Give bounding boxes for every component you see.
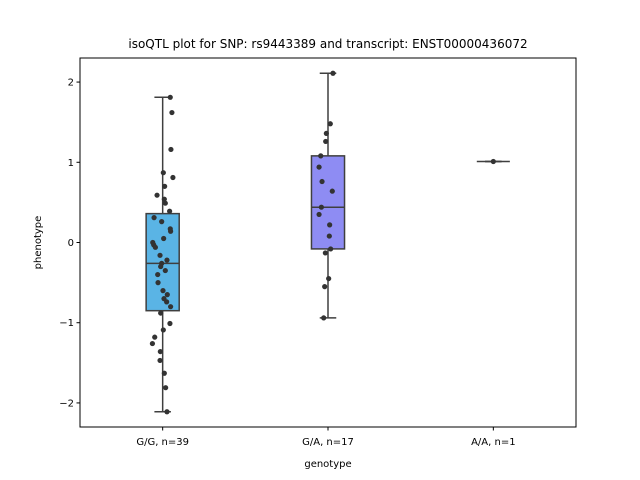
data-point <box>157 252 163 258</box>
data-point <box>162 267 168 274</box>
data-point <box>318 153 324 159</box>
data-point <box>322 250 328 256</box>
y-tick-label: 0 <box>68 238 74 249</box>
data-point <box>161 235 167 242</box>
axes: −2 −1 0 1 2 G/G, n=39 G/A, n=17 A/A, n=1 <box>59 78 515 448</box>
data-point <box>162 200 168 206</box>
data-point <box>155 280 161 286</box>
data-point <box>151 215 157 221</box>
data-point <box>160 288 166 294</box>
data-point <box>163 385 169 391</box>
data-point <box>164 299 170 305</box>
data-point <box>170 174 176 181</box>
data-point <box>162 183 168 189</box>
data-point <box>155 271 161 278</box>
data-point <box>319 178 325 185</box>
x-axis-label: genotype <box>304 459 351 470</box>
data-point <box>149 340 156 347</box>
data-point <box>326 233 332 239</box>
y-tick-label: −2 <box>59 398 74 409</box>
data-point <box>158 263 164 270</box>
data-point <box>323 138 329 145</box>
chart-title: isoQTL plot for SNP: rs9443389 and trans… <box>128 37 527 51</box>
data-point <box>160 170 166 176</box>
data-point <box>152 334 158 340</box>
strip-points-aa <box>490 158 496 165</box>
y-axis-label: phenotype <box>33 216 44 270</box>
data-point <box>167 320 173 327</box>
data-point <box>322 284 328 290</box>
data-point <box>323 130 329 137</box>
plot-area <box>145 70 510 415</box>
data-point <box>159 219 165 225</box>
data-point <box>161 370 167 376</box>
y-tick-label: 2 <box>68 78 74 89</box>
data-point <box>161 196 167 202</box>
data-point <box>330 70 336 76</box>
data-point <box>168 146 174 153</box>
data-point <box>164 409 170 415</box>
data-point <box>167 208 173 214</box>
data-point <box>164 257 170 263</box>
data-point <box>328 246 334 252</box>
data-point <box>316 164 322 170</box>
data-point <box>327 222 333 228</box>
data-point <box>158 310 164 316</box>
data-point <box>327 121 333 127</box>
y-tick-label: −1 <box>59 318 74 329</box>
data-point <box>321 315 327 321</box>
data-point <box>160 327 166 333</box>
data-point <box>164 292 170 298</box>
x-tick-label: G/A, n=17 <box>302 437 354 448</box>
data-point <box>326 275 332 282</box>
strip-points-ga <box>316 70 336 321</box>
data-point <box>169 109 175 116</box>
data-point <box>167 94 173 100</box>
data-point <box>154 192 160 198</box>
data-point <box>316 211 322 218</box>
data-point <box>318 204 324 210</box>
data-point <box>490 158 496 165</box>
x-tick-label: A/A, n=1 <box>471 437 516 448</box>
y-tick-label: 1 <box>68 158 74 169</box>
data-point <box>152 244 158 250</box>
x-tick-label: G/G, n=39 <box>136 437 189 448</box>
data-point <box>168 228 174 234</box>
data-point <box>157 348 163 355</box>
iqr-box <box>310 155 346 250</box>
data-point <box>329 188 335 194</box>
strip-points-gg <box>149 94 176 415</box>
data-point <box>157 357 163 364</box>
data-point <box>168 304 174 310</box>
